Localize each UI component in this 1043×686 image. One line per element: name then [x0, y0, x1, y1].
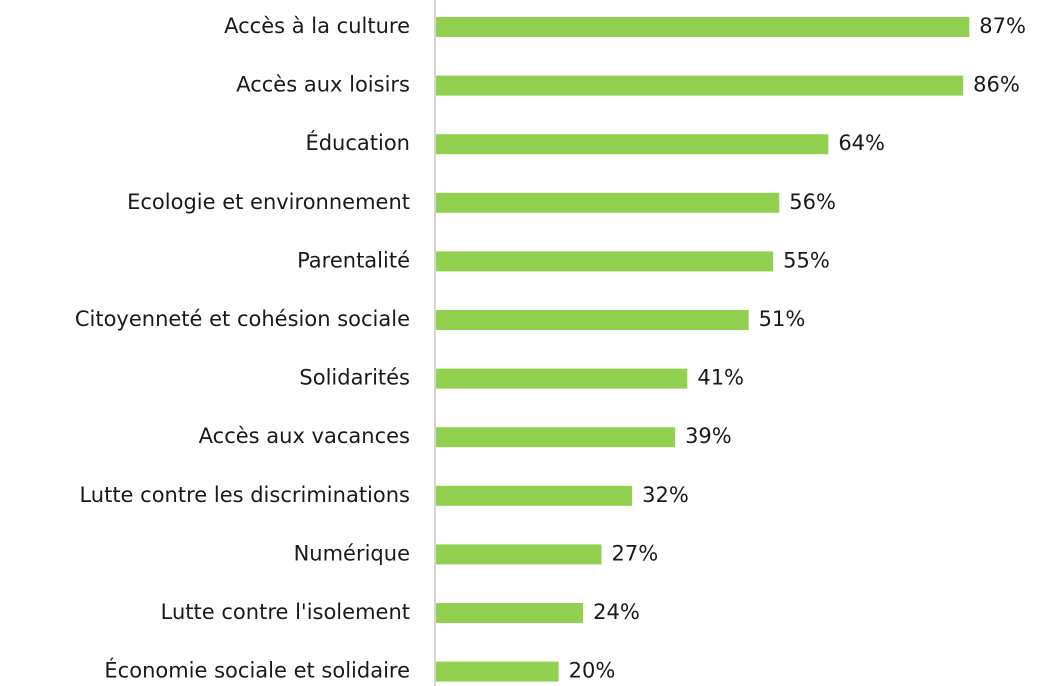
value-label: 56% — [789, 190, 836, 214]
bar — [436, 310, 749, 330]
category-label: Éducation — [305, 130, 410, 155]
value-label: 20% — [569, 659, 616, 683]
category-label: Lutte contre les discriminations — [79, 483, 410, 507]
bar — [436, 75, 964, 96]
bar — [436, 192, 780, 213]
category-label: Numérique — [294, 541, 410, 565]
bar — [436, 661, 559, 682]
category-label: Accès à la culture — [224, 14, 410, 38]
value-label: 87% — [979, 14, 1026, 38]
category-label: Ecologie et environnement — [127, 190, 410, 214]
bar — [436, 368, 688, 389]
category-label: Accès aux loisirs — [236, 73, 410, 97]
category-label: Parentalité — [297, 248, 410, 272]
value-label: 55% — [783, 248, 830, 272]
value-label: 24% — [593, 600, 640, 624]
bar — [436, 485, 633, 506]
bar — [436, 134, 829, 155]
bar — [436, 251, 774, 272]
bar — [436, 603, 584, 623]
category-label: Lutte contre l'isolement — [161, 600, 410, 624]
value-label: 86% — [973, 73, 1020, 97]
category-label: Citoyenneté et cohésion sociale — [75, 307, 410, 331]
bar — [436, 17, 970, 37]
category-label: Économie sociale et solidaire — [104, 658, 410, 683]
value-label: 41% — [697, 366, 744, 390]
bar — [436, 544, 602, 565]
value-label: 32% — [642, 483, 689, 507]
category-label: Accès aux vacances — [199, 424, 410, 448]
bar — [436, 427, 676, 448]
category-label: Solidarités — [299, 366, 410, 390]
value-label: 27% — [612, 541, 659, 565]
value-label: 51% — [759, 307, 806, 331]
value-label: 39% — [685, 424, 732, 448]
value-label: 64% — [838, 131, 885, 155]
